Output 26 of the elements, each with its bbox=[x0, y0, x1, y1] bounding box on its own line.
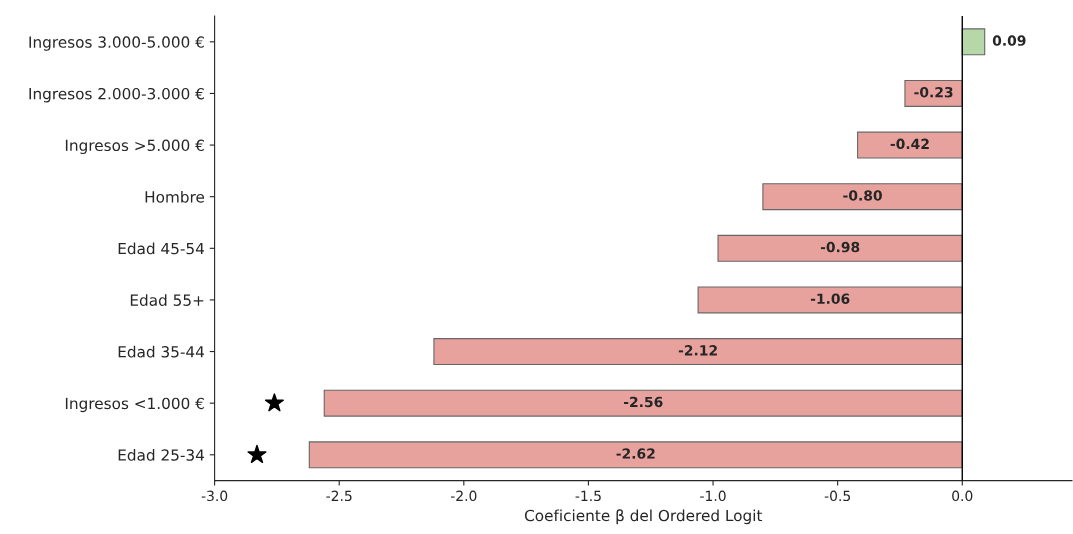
x-tick-label: -3.0 bbox=[201, 490, 228, 502]
y-tick-label: Ingresos 2.000-3.000 € bbox=[29, 87, 204, 103]
y-tick-label: Edad 55+ bbox=[130, 294, 204, 306]
data-label: -0.23 bbox=[914, 86, 953, 98]
data-label: -0.80 bbox=[843, 190, 882, 201]
data-label: -2.12 bbox=[678, 345, 717, 356]
y-tick-label: Edad 45-54 bbox=[118, 242, 205, 255]
x-axis-title: Coeficiente β del Ordered Logit bbox=[524, 509, 763, 525]
x-tick-label: -0.5 bbox=[824, 490, 850, 502]
y-tick-label: Edad 25-34 bbox=[118, 448, 205, 461]
y-tick-label: Ingresos 3.000-5.000 € bbox=[29, 36, 204, 51]
data-label: -2.56 bbox=[624, 396, 663, 408]
data-label: -2.62 bbox=[616, 448, 655, 459]
data-label: 0.09 bbox=[992, 35, 1026, 46]
y-tick-label: Ingresos <1.000 € bbox=[65, 397, 204, 413]
data-label: -1.06 bbox=[810, 293, 850, 304]
y-tick-label: Ingresos >5.000 € bbox=[65, 139, 204, 155]
data-label: -0.42 bbox=[890, 138, 929, 150]
y-tick-label: Hombre bbox=[145, 190, 205, 203]
x-tick-label: -1.5 bbox=[575, 490, 601, 502]
data-label: -0.98 bbox=[820, 241, 860, 253]
x-tick-label: 0.0 bbox=[952, 490, 973, 502]
x-tick-label: -1.0 bbox=[700, 490, 726, 502]
y-tick-label: Edad 35-44 bbox=[118, 345, 205, 358]
x-tick-label: -2.0 bbox=[450, 490, 477, 502]
x-tick-label: -2.5 bbox=[326, 490, 352, 502]
